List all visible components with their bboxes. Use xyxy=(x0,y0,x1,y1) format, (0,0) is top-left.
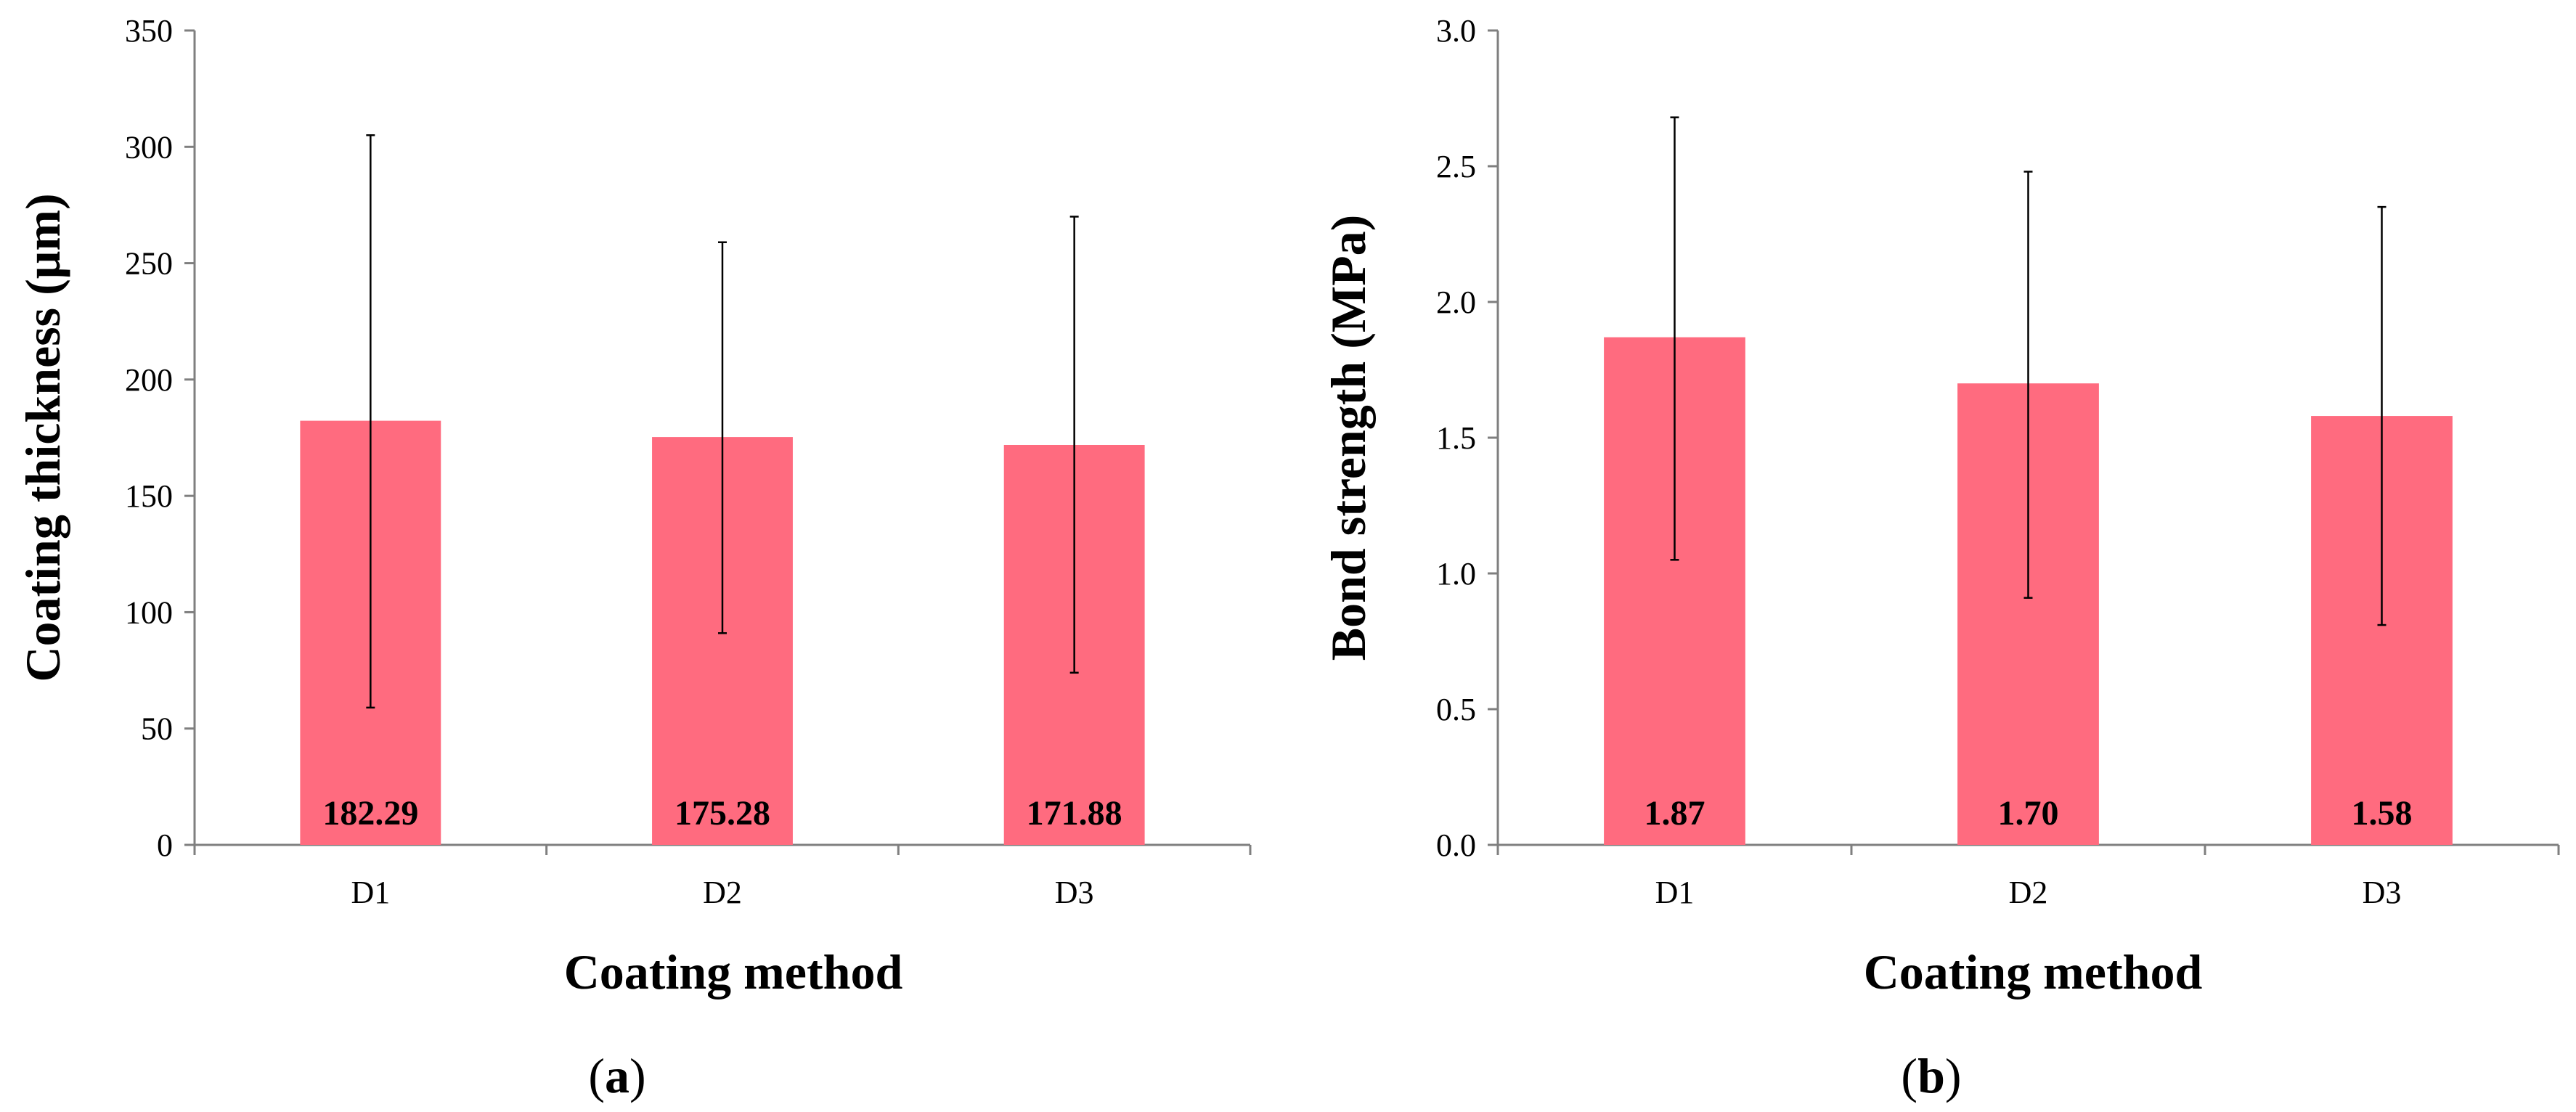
chart-b-y-tick-label: 3.0 xyxy=(1436,13,1476,49)
chart-b-value-label-d2: 1.70 xyxy=(1998,794,2059,833)
chart-coating-thickness: 0 50 100 150 200 250 300 350 182.29 D1 175.28 D2 171… xyxy=(15,13,1252,999)
chart-b-y-tick-label: 2.0 xyxy=(1436,285,1476,320)
chart-a-y-tick-label: 50 xyxy=(141,711,173,747)
chart-b-y-tick-label: 1.0 xyxy=(1436,556,1476,592)
chart-a-y-tick-label: 150 xyxy=(125,478,173,514)
chart-b-y-tick-label: 0.5 xyxy=(1436,692,1476,727)
chart-b-x-axis-title: Coating method xyxy=(1864,944,2203,999)
chart-b-y-tick-label: 0.0 xyxy=(1436,827,1476,863)
chart-b-y-tick-label: 1.5 xyxy=(1436,420,1476,456)
chart-a-y-tick-label: 100 xyxy=(125,594,173,630)
panel-label-b: (b) xyxy=(1901,1048,1961,1103)
chart-a-y-tick-label: 250 xyxy=(125,246,173,282)
chart-a-x-tick-label: D3 xyxy=(1055,875,1094,910)
chart-a-y-axis-title: Coating thickness (μm) xyxy=(15,193,70,682)
chart-b-x-tick-label: D3 xyxy=(2363,875,2402,910)
chart-b-value-label-d1: 1.87 xyxy=(1644,794,1705,833)
chart-b-y-axis-title: Bond strength (MPa) xyxy=(1321,215,1376,661)
chart-b-value-label-d3: 1.58 xyxy=(2352,794,2413,833)
chart-a-value-label-d3: 171.88 xyxy=(1027,794,1122,833)
chart-a-y-tick-label: 0 xyxy=(157,827,173,863)
chart-a-value-label-d2: 175.28 xyxy=(674,794,770,833)
chart-a-y-tick-label: 300 xyxy=(125,129,173,165)
panel-label-a: (a) xyxy=(588,1048,645,1103)
chart-a-y-tick-label: 200 xyxy=(125,362,173,398)
chart-b-x-tick-label: D1 xyxy=(1655,875,1695,910)
chart-b-y-tick-label: 2.5 xyxy=(1436,149,1476,184)
chart-a-x-axis-title: Coating method xyxy=(564,944,903,999)
chart-b-x-tick-label: D2 xyxy=(2009,875,2048,910)
chart-a-x-tick-label: D1 xyxy=(351,875,390,910)
chart-a-x-tick-label: D2 xyxy=(703,875,742,910)
chart-bond-strength: 0.0 0.5 1.0 1.5 2.0 2.5 3.0 1.87 D1 1.70 D2 1.58 D3 C… xyxy=(1321,13,2560,999)
chart-a-y-tick-label: 350 xyxy=(125,13,173,49)
chart-a-value-label-d1: 182.29 xyxy=(322,794,418,833)
